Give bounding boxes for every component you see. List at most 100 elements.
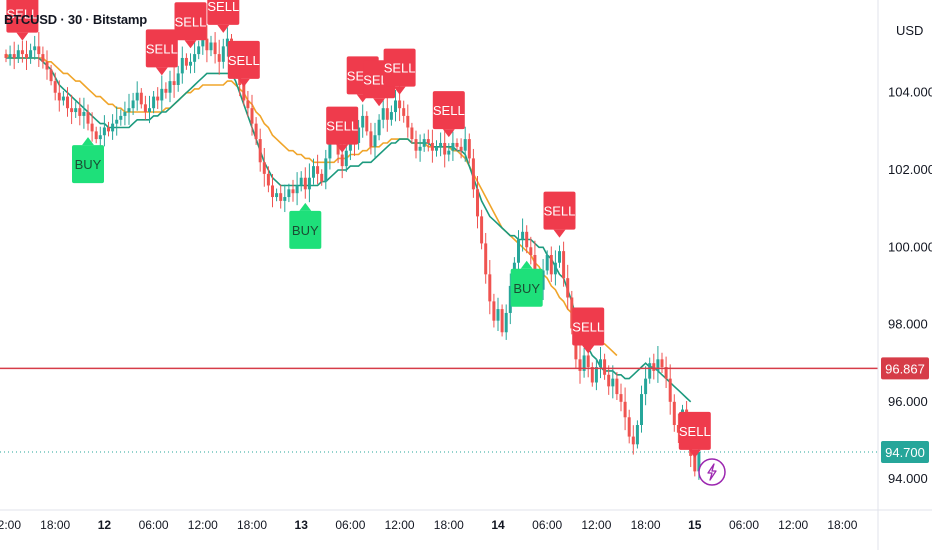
buy-signal: BUY [289,202,322,249]
candle-body [172,81,176,85]
candle-body [517,239,520,263]
sell-signal: SELL [227,40,260,87]
candle-body [102,127,106,136]
sell-signal-box [145,29,178,68]
candle-body [61,96,65,101]
candle-body [394,100,397,113]
candle-body [197,46,201,55]
candle-body [213,42,217,55]
sell-signal-label: SELL [228,53,260,68]
candle-body [529,247,533,255]
sell-signal-box [572,307,605,346]
x-tick-label: 18:00 [434,518,464,532]
candle-body [426,139,430,143]
candle-body [590,367,594,383]
candle-body [381,108,385,120]
x-tick-label: 12:00 [581,518,611,532]
candle-body [430,142,434,151]
candle-body [70,108,74,113]
candle-body [549,255,553,275]
candle-body [119,115,123,120]
currency-label[interactable]: USD [896,23,924,38]
signals: SELLBUYSELLSELLSELLSELLBUYSELLSELLSELLSE… [6,0,711,458]
candle-body [488,274,492,302]
sell-signal-box [543,191,576,230]
x-tick-label: 06:00 [139,518,169,532]
candle-body [599,359,602,368]
candle-body [90,123,94,132]
candle-body [25,54,28,58]
sell-signal-pointer [16,32,29,41]
candle-body [562,251,566,279]
sell-signal-label: SELL [207,0,239,14]
candle-body [131,100,135,109]
sell-signal-box [6,0,39,33]
candle-body [451,142,455,151]
candle-body [201,38,205,47]
sell-signal-pointer [688,449,701,458]
sell-signal: SELL [207,0,240,33]
sell-signal-box [383,48,416,87]
candle-body [365,115,369,132]
candle-body [410,127,414,140]
candle-body [37,46,41,55]
candle-body [570,297,574,329]
candle-body [566,278,570,298]
candle-body [435,146,438,151]
buy-signal-label: BUY [75,157,102,172]
sell-signal-pointer [184,40,197,49]
candle-body [86,112,90,124]
candle-body [271,185,274,198]
sell-signal-label: SELL [146,41,178,56]
candle-body [49,69,53,82]
candle-body [287,189,291,198]
candle-body [541,270,545,290]
candle-body [422,139,426,147]
candle-body [578,359,582,371]
sell-signal: SELL [572,307,605,354]
buy-signal-pointer [82,137,94,146]
x-tick-label: 06:00 [335,518,365,532]
symbol-title[interactable]: BTCUSD · 30 · Bitstamp [4,12,147,27]
candle-body [250,108,254,124]
candle-body [16,50,20,58]
buy-signal-label: BUY [513,281,540,296]
candle-body [344,150,348,167]
buy-signal-box [510,268,543,307]
candle-body [12,54,16,58]
candle-body [377,119,381,136]
candle-body [295,185,299,194]
candle-body [291,189,295,194]
x-tick-label: 12:00 [188,518,218,532]
candle-body [385,108,389,120]
sell-signal: SELL [145,29,178,76]
candle-body [164,88,168,93]
candle-body [545,255,549,271]
buy-signal-box [289,210,322,249]
candle-body [660,359,664,368]
candle-body [193,54,197,62]
candle-body [45,61,49,70]
candle-body [242,85,246,101]
sell-signal-pointer [373,98,386,107]
sell-signal-pointer [393,86,406,95]
sell-signal-pointer [237,78,250,87]
candle-body [644,378,648,395]
candle-body [66,96,69,109]
buy-signal-label: BUY [292,223,319,238]
candle-body [414,139,418,151]
level-price-label: 96.867 [885,361,925,376]
candle-body [303,177,307,190]
candle-body [627,417,631,437]
candle-body [607,374,611,387]
candle-body [127,108,131,113]
candle-body [471,158,475,190]
candle-body [115,119,119,124]
sell-signal: SELL [383,48,416,95]
candle-body [398,100,402,109]
candle-body [266,173,270,186]
candle-body [29,50,33,58]
sell-signal-box [678,411,711,450]
sell-signal-pointer [155,67,168,76]
